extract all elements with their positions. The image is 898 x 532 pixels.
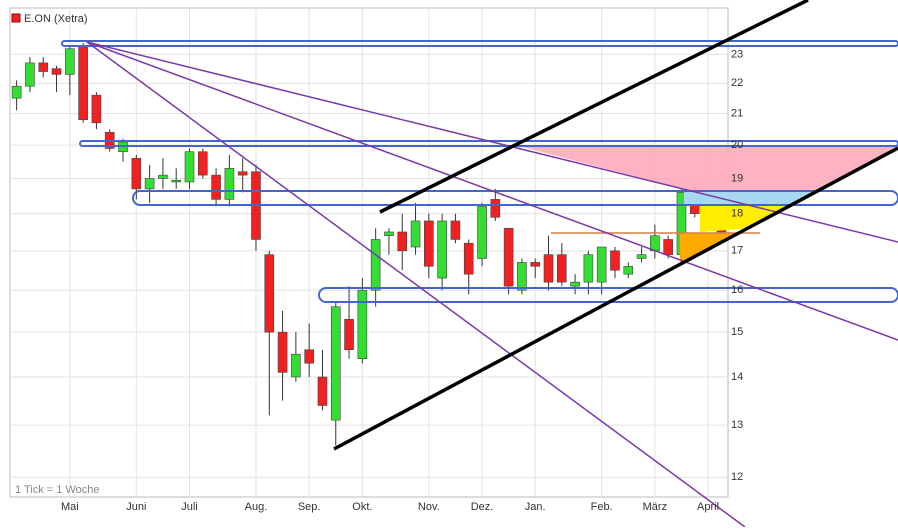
y-tick-label: 20 [731, 139, 743, 151]
candle-body [384, 231, 394, 237]
candle-body [131, 158, 142, 190]
trend-line [86, 41, 746, 528]
resistance-band [61, 40, 898, 47]
y-tick-label: 13 [731, 419, 743, 431]
y-tick-label: 22 [731, 77, 743, 89]
trend-line [86, 41, 898, 341]
candle-body [437, 220, 447, 279]
y-tick-label: 23 [731, 48, 743, 60]
candle-body [463, 242, 474, 275]
candle-body [370, 239, 381, 291]
candle-body [424, 220, 434, 267]
y-tick-label: 15 [731, 326, 743, 338]
candle-body [636, 254, 647, 259]
x-tick-label: Jan. [525, 501, 546, 513]
candle-body [596, 246, 607, 283]
candle-body [171, 179, 182, 183]
candle-body [556, 254, 567, 283]
candle-body [477, 206, 487, 259]
y-tick-label: 18 [731, 208, 743, 220]
candle-body [663, 239, 673, 255]
candle-body [570, 281, 580, 287]
tick-note: 1 Tick = 1 Woche [15, 484, 99, 496]
candle-body [623, 265, 634, 275]
candle-body [344, 318, 354, 351]
candle-body [583, 254, 594, 283]
x-tick-label: Juli [181, 501, 198, 513]
candle-body [277, 331, 288, 373]
candle-body [237, 171, 248, 176]
candle-body [11, 85, 22, 99]
drawings [61, 0, 898, 528]
candle-body [490, 199, 501, 218]
candle-body [650, 235, 660, 252]
candle-body [144, 178, 155, 190]
candle-body [78, 45, 88, 120]
x-tick-label: Aug. [245, 501, 268, 513]
x-tick-label: Nov. [418, 501, 440, 513]
x-tick-label: Dez. [471, 501, 494, 513]
x-tick-label: April [697, 501, 719, 513]
yellow-zone [700, 205, 788, 232]
candle-body [65, 48, 75, 75]
candle-body [530, 262, 541, 267]
candle-body [503, 227, 514, 287]
candle-body [51, 68, 62, 75]
candle-body [610, 250, 620, 271]
candles [11, 43, 727, 446]
candle-body [357, 289, 368, 360]
x-tick-label: Sep. [298, 501, 321, 513]
pink-zone [515, 145, 898, 191]
y-tick-label: 14 [731, 371, 743, 383]
candle-body [264, 254, 275, 333]
x-tick-label: Juni [126, 501, 146, 513]
candle-body [330, 306, 341, 421]
candle-body [317, 376, 328, 406]
candle-body [304, 349, 314, 364]
candle-body [197, 151, 208, 176]
candle-body [291, 353, 301, 378]
legend-swatch [11, 13, 21, 23]
x-tick-label: März [643, 501, 667, 513]
channel-line [379, 0, 809, 214]
candle-body [91, 94, 102, 124]
trend-line [86, 41, 898, 243]
y-tick-label: 16 [731, 284, 743, 296]
blue-zone [684, 191, 815, 205]
candle-body [410, 220, 421, 248]
candle-body [211, 174, 221, 200]
candle-body [517, 262, 527, 291]
candle-body [184, 151, 195, 183]
channel-line [333, 146, 898, 451]
candle-body [224, 168, 235, 200]
plot-area [9, 7, 729, 498]
candle-body [38, 62, 49, 72]
y-tick-label: 17 [731, 245, 743, 257]
chart-title: E.ON (Xetra) [24, 13, 88, 25]
grid [10, 8, 728, 497]
candle-body [397, 231, 408, 252]
x-tick-label: Okt. [352, 501, 372, 513]
y-tick-label: 21 [731, 107, 743, 119]
y-tick-label: 19 [731, 172, 743, 184]
candle-body [543, 254, 554, 283]
candle-body [25, 62, 35, 87]
x-tick-label: Feb. [591, 501, 613, 513]
candle-body [158, 174, 168, 179]
x-tick-label: Mai [61, 501, 79, 513]
y-tick-label: 12 [731, 471, 743, 483]
resistance-band [132, 190, 898, 206]
candle-body [450, 220, 461, 240]
